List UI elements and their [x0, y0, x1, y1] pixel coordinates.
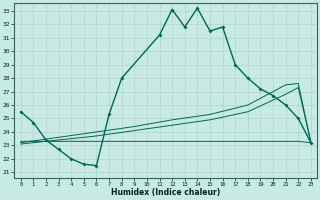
X-axis label: Humidex (Indice chaleur): Humidex (Indice chaleur) — [111, 188, 220, 197]
